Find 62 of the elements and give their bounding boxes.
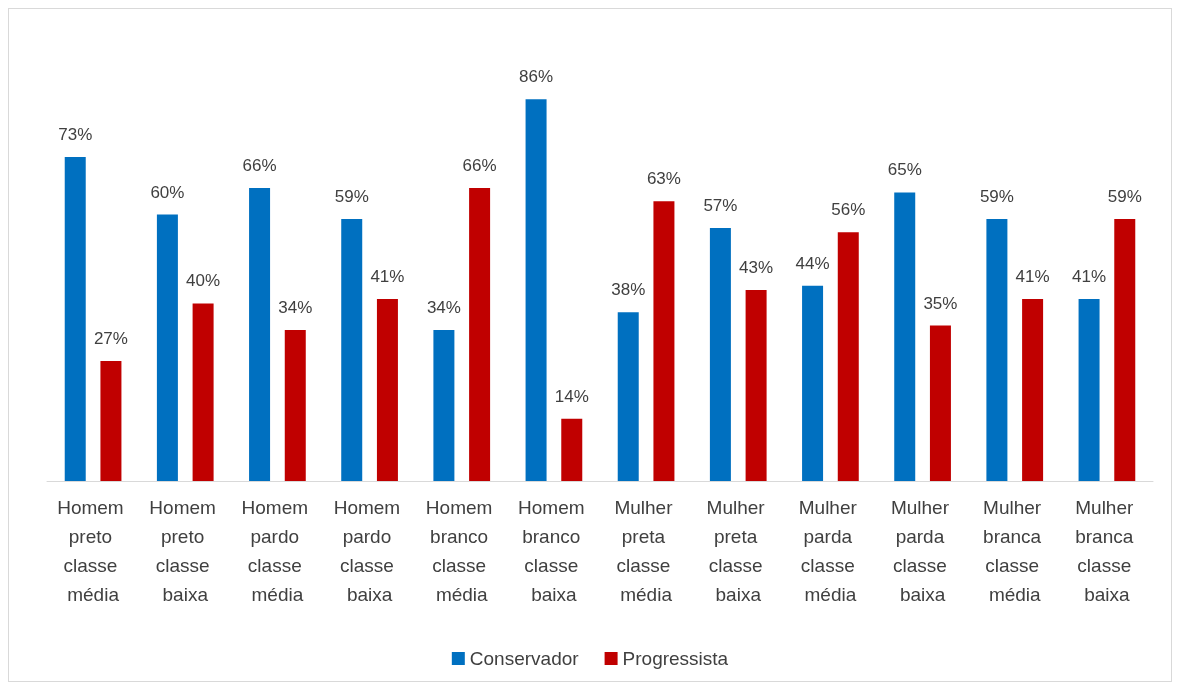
data-label: 66% [242,155,277,175]
bar [469,187,491,481]
legend-label: Conservador [469,648,580,669]
data-label: 60% [150,182,185,202]
data-label: 73% [58,124,93,144]
bar [1114,219,1136,481]
bar [929,325,951,481]
data-label: 59% [1107,187,1142,207]
bar [802,285,824,481]
bar [156,214,178,481]
x-tick-label: Homem pardo classe baixa [333,497,406,605]
data-label: 43% [739,258,774,278]
data-label: 59% [979,187,1014,207]
data-label: 27% [93,329,128,349]
data-label: 40% [186,271,221,291]
data-label: 41% [370,266,405,286]
bar [249,187,271,481]
bar [986,219,1008,481]
bar [561,418,583,481]
data-label: 57% [703,195,738,215]
data-label: 34% [426,298,461,318]
data-label: 66% [462,155,497,175]
x-tick-label: Mulher preta classe média [614,497,678,605]
data-label: 65% [887,160,922,180]
bar [64,156,86,481]
bar [617,312,639,481]
data-label: 34% [278,298,313,318]
x-tick-label: Homem branco classe média [425,497,498,605]
bar [433,330,455,481]
bar [525,99,547,481]
x-tick-label: Homem preto classe baixa [149,497,222,605]
x-tick-label: Homem preto classe média [57,497,129,605]
legend-label: Progressista [622,648,729,669]
data-label: 41% [1015,266,1050,286]
bar [894,192,916,481]
bar [1078,298,1100,481]
data-label: 44% [795,253,830,273]
x-tick-label: Homem branco classe baixa [518,497,590,605]
x-tick-label: Mulher parda classe média [798,497,863,605]
x-tick-label: Mulher parda classe baixa [890,497,955,605]
bar [837,232,859,481]
bar [100,361,122,481]
data-label: 63% [646,169,681,189]
data-label: 86% [519,67,554,87]
x-tick-label: Homem pardo classe média [241,497,314,605]
x-tick-label: Mulher branca classe baixa [1075,497,1139,605]
bar [341,219,363,481]
bar [653,201,675,481]
data-label: 56% [831,200,866,220]
x-tick-label: Mulher branca classe média [983,497,1047,605]
data-label: 38% [611,280,646,300]
bar [192,303,214,481]
bar [376,298,398,481]
x-tick-label: Mulher preta classe baixa [706,497,770,605]
bar [284,330,306,481]
bar [1022,298,1044,481]
data-label: 59% [334,187,369,207]
data-label: 35% [923,293,958,313]
bar [745,290,767,481]
data-label: 41% [1072,266,1107,286]
bar [709,227,731,481]
data-label: 14% [554,386,589,406]
